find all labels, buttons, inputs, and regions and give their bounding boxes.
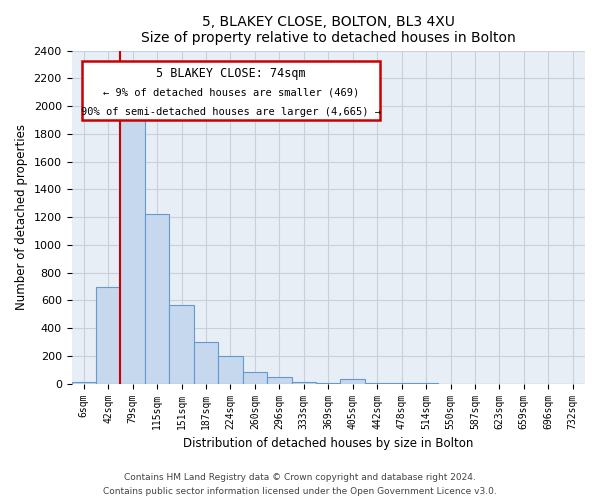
Text: ← 9% of detached houses are smaller (469): ← 9% of detached houses are smaller (469… xyxy=(103,87,359,97)
Bar xyxy=(267,378,292,384)
Bar xyxy=(145,214,169,384)
Text: Contains HM Land Registry data © Crown copyright and database right 2024.: Contains HM Land Registry data © Crown c… xyxy=(124,473,476,482)
Bar xyxy=(96,286,121,384)
Bar xyxy=(218,356,242,384)
Bar xyxy=(242,372,267,384)
Text: 5 BLAKEY CLOSE: 74sqm: 5 BLAKEY CLOSE: 74sqm xyxy=(156,67,305,80)
X-axis label: Distribution of detached houses by size in Bolton: Distribution of detached houses by size … xyxy=(183,437,473,450)
Text: 90% of semi-detached houses are larger (4,665) →: 90% of semi-detached houses are larger (… xyxy=(81,107,381,117)
Bar xyxy=(121,113,145,384)
Bar xyxy=(340,379,365,384)
Y-axis label: Number of detached properties: Number of detached properties xyxy=(15,124,28,310)
Title: 5, BLAKEY CLOSE, BOLTON, BL3 4XU
Size of property relative to detached houses in: 5, BLAKEY CLOSE, BOLTON, BL3 4XU Size of… xyxy=(141,15,515,45)
Bar xyxy=(169,304,194,384)
Text: Contains public sector information licensed under the Open Government Licence v3: Contains public sector information licen… xyxy=(103,486,497,496)
FancyBboxPatch shape xyxy=(82,60,380,120)
Bar xyxy=(316,383,340,384)
Bar xyxy=(71,382,96,384)
Bar xyxy=(292,382,316,384)
Bar xyxy=(194,342,218,384)
Bar xyxy=(365,383,389,384)
